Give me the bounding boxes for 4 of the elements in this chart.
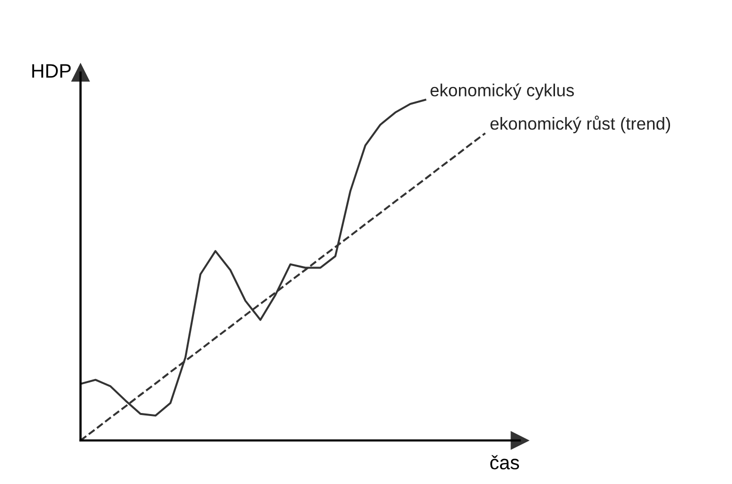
series-label: ekonomický růst (trend) — [490, 116, 670, 134]
series-label: ekonomický cyklus — [430, 83, 574, 100]
x-axis-title: čas — [490, 455, 520, 470]
y-axis-title: HDP — [32, 64, 71, 78]
